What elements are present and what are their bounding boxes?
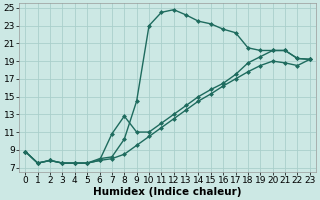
- X-axis label: Humidex (Indice chaleur): Humidex (Indice chaleur): [93, 187, 242, 197]
